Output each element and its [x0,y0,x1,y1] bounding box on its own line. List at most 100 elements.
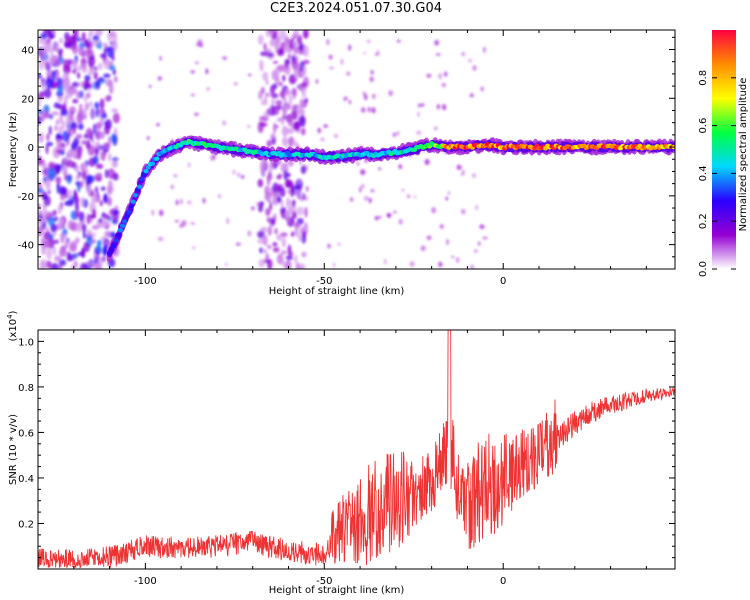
noise-blob [295,50,301,54]
noise-blob [286,128,295,135]
noise-blob [371,93,376,99]
noise-blob [109,30,116,38]
noise-blob [263,111,269,120]
noise-blob [190,93,196,97]
noise-blob [67,35,76,45]
noise-blob [263,249,267,253]
ridge-core [139,177,145,182]
noise-blob [388,90,394,97]
noise-blob [268,171,272,177]
noise-blob [462,169,465,174]
noise-blob [281,136,289,147]
noise-blob [275,100,283,106]
noise-blob [38,148,41,154]
noise-blob [483,46,486,53]
noise-blob [280,162,289,173]
noise-blob [278,173,282,180]
noise-blob [94,30,103,37]
noise-blob [369,76,374,83]
noise-blob [68,106,77,115]
noise-blob [196,42,201,47]
noise-blob [105,78,113,87]
noise-blob [92,123,97,134]
noise-blob [202,197,206,204]
noise-blob [79,262,87,269]
noise-blob [84,102,89,111]
noise-blob [77,148,82,160]
noise-blob [284,179,291,189]
noise-blob [75,236,79,246]
noise-blob [272,105,280,116]
noise-blob [284,264,289,269]
noise-blob [99,200,103,207]
noise-blob [303,45,309,57]
noise-blob [50,223,58,233]
noise-blob [271,98,275,106]
noise-blob [294,222,300,227]
noise-blob [271,135,276,145]
noise-blob [438,261,443,268]
noise-blob [445,196,449,201]
noise-blob [58,262,63,269]
noise-blob [236,172,241,177]
noise-blob [80,196,85,208]
noise-blob [302,66,307,76]
noise-blob [275,76,280,85]
noise-blob [102,42,108,48]
noise-blob [71,45,79,55]
noise-blob [279,187,286,198]
noise-blob [291,87,297,96]
noise-blob [99,98,105,110]
noise-blob [416,130,422,135]
ridge-core [113,238,119,243]
noise-blob [113,75,118,83]
noise-blob [146,136,150,140]
noise-blob [43,88,52,99]
snr-panel: -100 -50 0 0.2 0.4 0.6 0.8 1.0 Height of straig… [6,310,676,596]
noise-blob [265,186,272,194]
noise-blob [104,240,111,246]
noise-blob [41,47,47,60]
y-tick-label: 1.0 [18,337,34,348]
noise-blob [346,71,351,76]
noise-blob [69,243,77,252]
spectrogram-frame [37,29,676,270]
noise-blob [60,231,65,244]
noise-blob [276,253,284,265]
noise-blob [97,256,104,268]
noise-blob [187,200,192,205]
noise-blob [103,58,111,70]
noise-blob [340,58,344,65]
noise-blob [401,188,405,192]
noise-blob [293,200,296,204]
noise-blob [58,185,66,196]
noise-blob [367,106,372,113]
noise-blob [281,260,287,268]
noise-blob [111,219,119,225]
noise-blob [280,250,287,255]
colorbar-tick-label: 0.6 [698,118,709,134]
noise-blob [285,255,294,261]
noise-blob [298,263,306,269]
noise-blob [52,246,56,256]
noise-blob [269,201,273,211]
noise-blob [300,127,306,136]
noise-blob [73,260,78,269]
noise-blob [348,99,352,105]
noise-blob [363,51,367,55]
noise-blob [81,169,87,180]
noise-blob [426,73,432,78]
noise-blob [257,34,264,45]
noise-blob [272,242,278,247]
noise-blob [327,243,332,249]
noise-blob [246,124,251,129]
noise-blob [99,53,106,59]
noise-blob [72,98,79,104]
y-tick-label: 0.2 [18,519,34,530]
noise-blob [112,172,119,181]
noise-blob [291,210,298,219]
noise-blob [275,36,281,45]
colorbar-tick-label: 0.8 [698,70,709,86]
x-tick-label: 0 [500,576,506,587]
noise-blob [371,107,376,114]
